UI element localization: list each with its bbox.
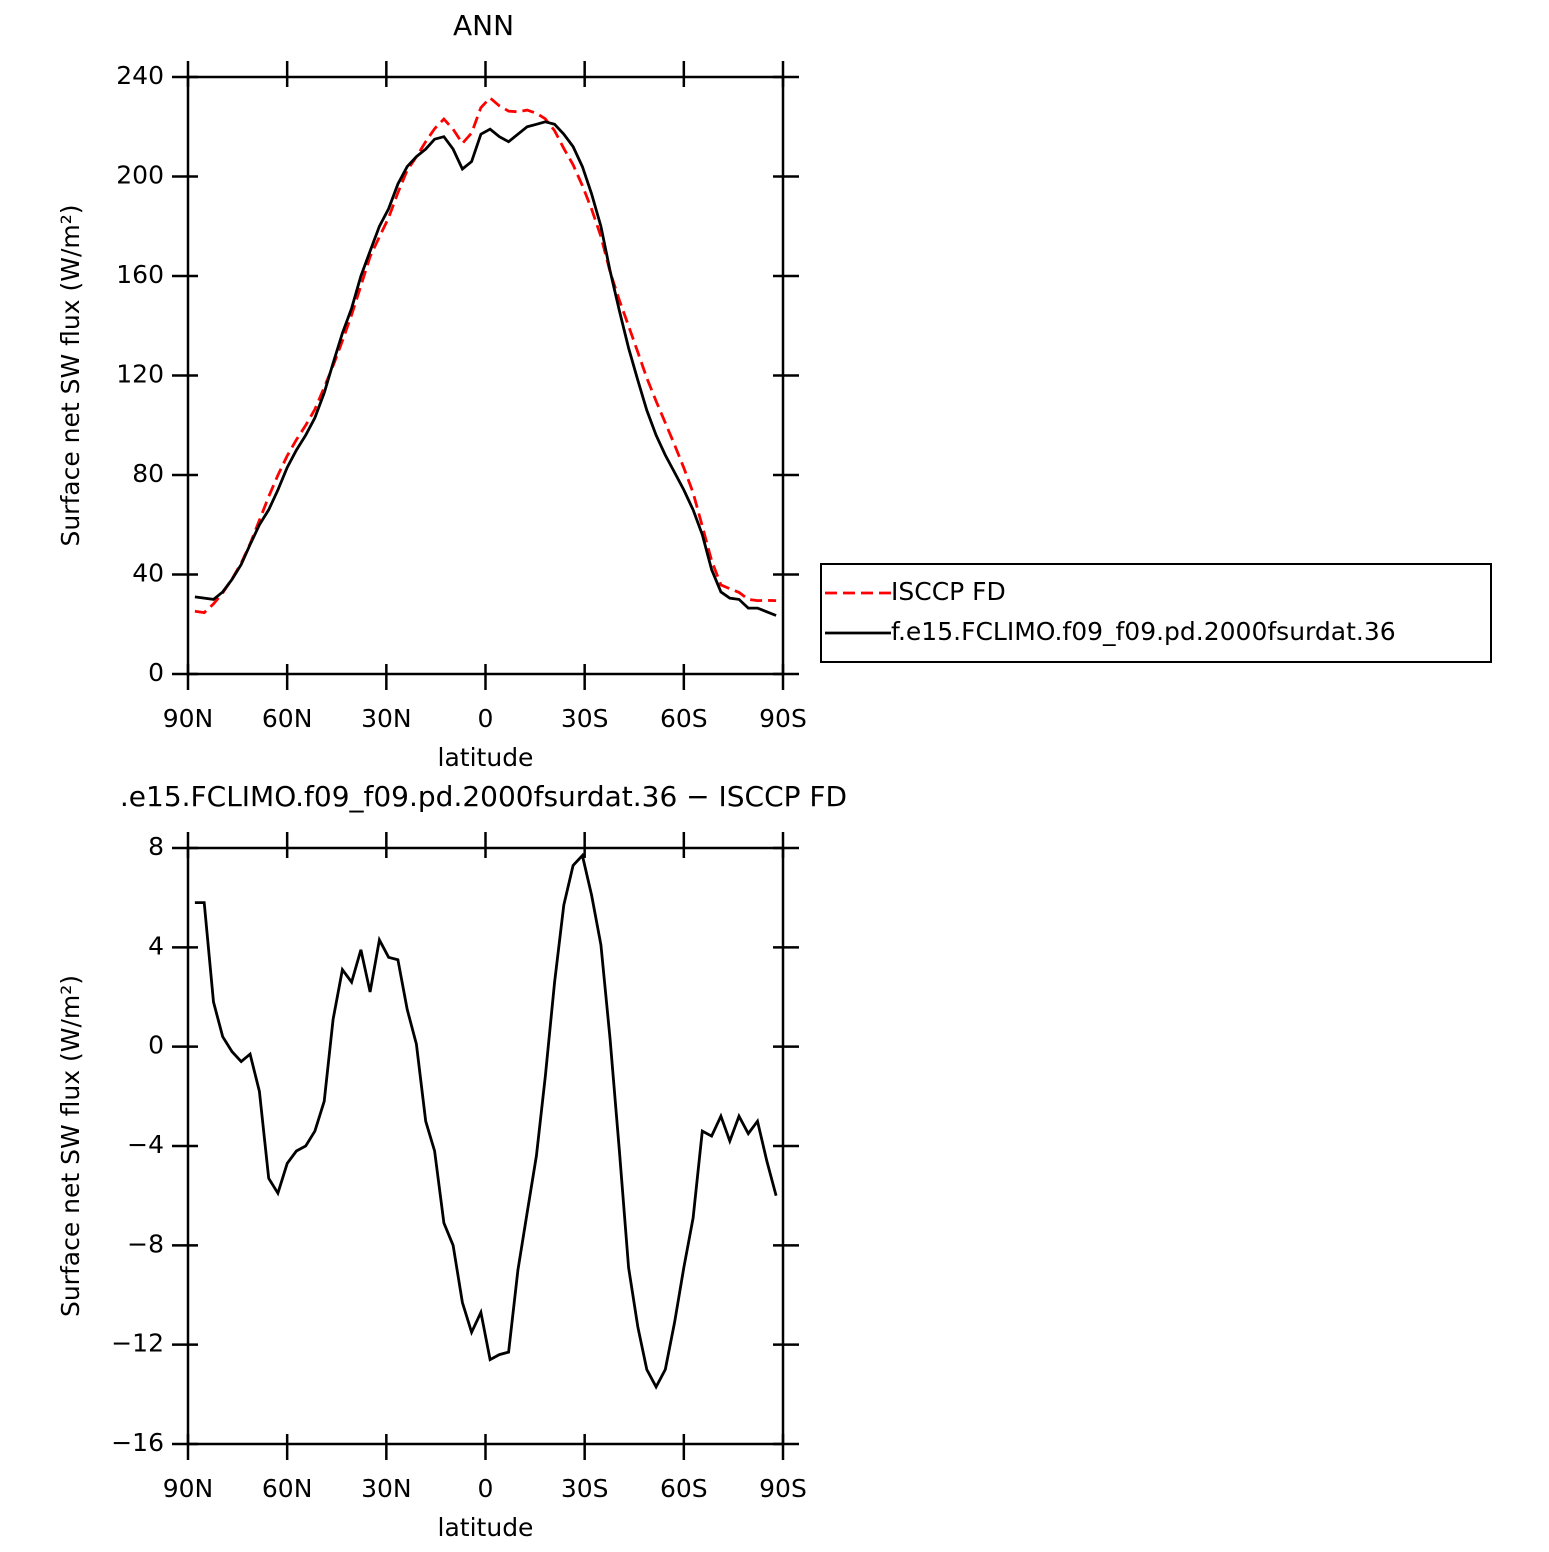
- chart-title: ANN: [453, 9, 514, 42]
- x-tick-label: 0: [478, 1474, 494, 1503]
- plot-frame: [186, 75, 785, 676]
- x-axis-label: latitude: [438, 1513, 534, 1542]
- x-tick-label: 60N: [262, 1474, 313, 1503]
- y-tick-label: 40: [132, 559, 164, 588]
- x-tick-label: 90S: [759, 704, 807, 733]
- x-tick-label: 60S: [660, 704, 708, 733]
- y-tick-label: −4: [127, 1130, 164, 1159]
- data-line: [194, 95, 777, 615]
- x-tick-label: 90S: [759, 1474, 807, 1503]
- x-tick-label: 90N: [163, 1474, 214, 1503]
- x-tick-label: 30N: [361, 704, 412, 733]
- x-tick-label: 30N: [361, 1474, 412, 1503]
- x-tick-label: 0: [478, 704, 494, 733]
- y-tick-label: 4: [148, 931, 164, 960]
- y-tick-label: 8: [148, 832, 164, 861]
- x-tick-label: 60N: [262, 704, 313, 733]
- y-tick-label: 160: [116, 260, 164, 289]
- y-tick-label: −16: [111, 1428, 164, 1457]
- legend-label: f.e15.FCLIMO.f09_f09.pd.2000fsurdat.36: [891, 617, 1396, 646]
- legend-box: [820, 563, 1492, 663]
- x-axis-label: latitude: [438, 743, 534, 772]
- y-tick-label: 80: [132, 459, 164, 488]
- y-axis-label: Surface net SW flux (W/m²): [56, 204, 85, 546]
- x-tick-label: 90N: [163, 704, 214, 733]
- x-tick-label: 30S: [561, 1474, 609, 1503]
- y-tick-label: −12: [111, 1329, 164, 1358]
- legend-label: ISCCP FD: [891, 577, 1006, 606]
- y-tick-label: 0: [148, 1031, 164, 1060]
- y-axis-label: Surface net SW flux (W/m²): [56, 975, 85, 1317]
- y-tick-label: 240: [116, 61, 164, 90]
- chart-title: .e15.FCLIMO.f09_f09.pd.2000fsurdat.36 − …: [120, 780, 847, 813]
- y-tick-label: 0: [148, 658, 164, 687]
- y-tick-label: 200: [116, 161, 164, 190]
- x-tick-label: 30S: [561, 704, 609, 733]
- y-tick-label: −8: [127, 1229, 164, 1258]
- plot-frame: [186, 846, 785, 1446]
- y-tick-label: 120: [116, 360, 164, 389]
- data-line: [194, 120, 777, 617]
- data-line: [194, 852, 778, 1390]
- x-tick-label: 60S: [660, 1474, 708, 1503]
